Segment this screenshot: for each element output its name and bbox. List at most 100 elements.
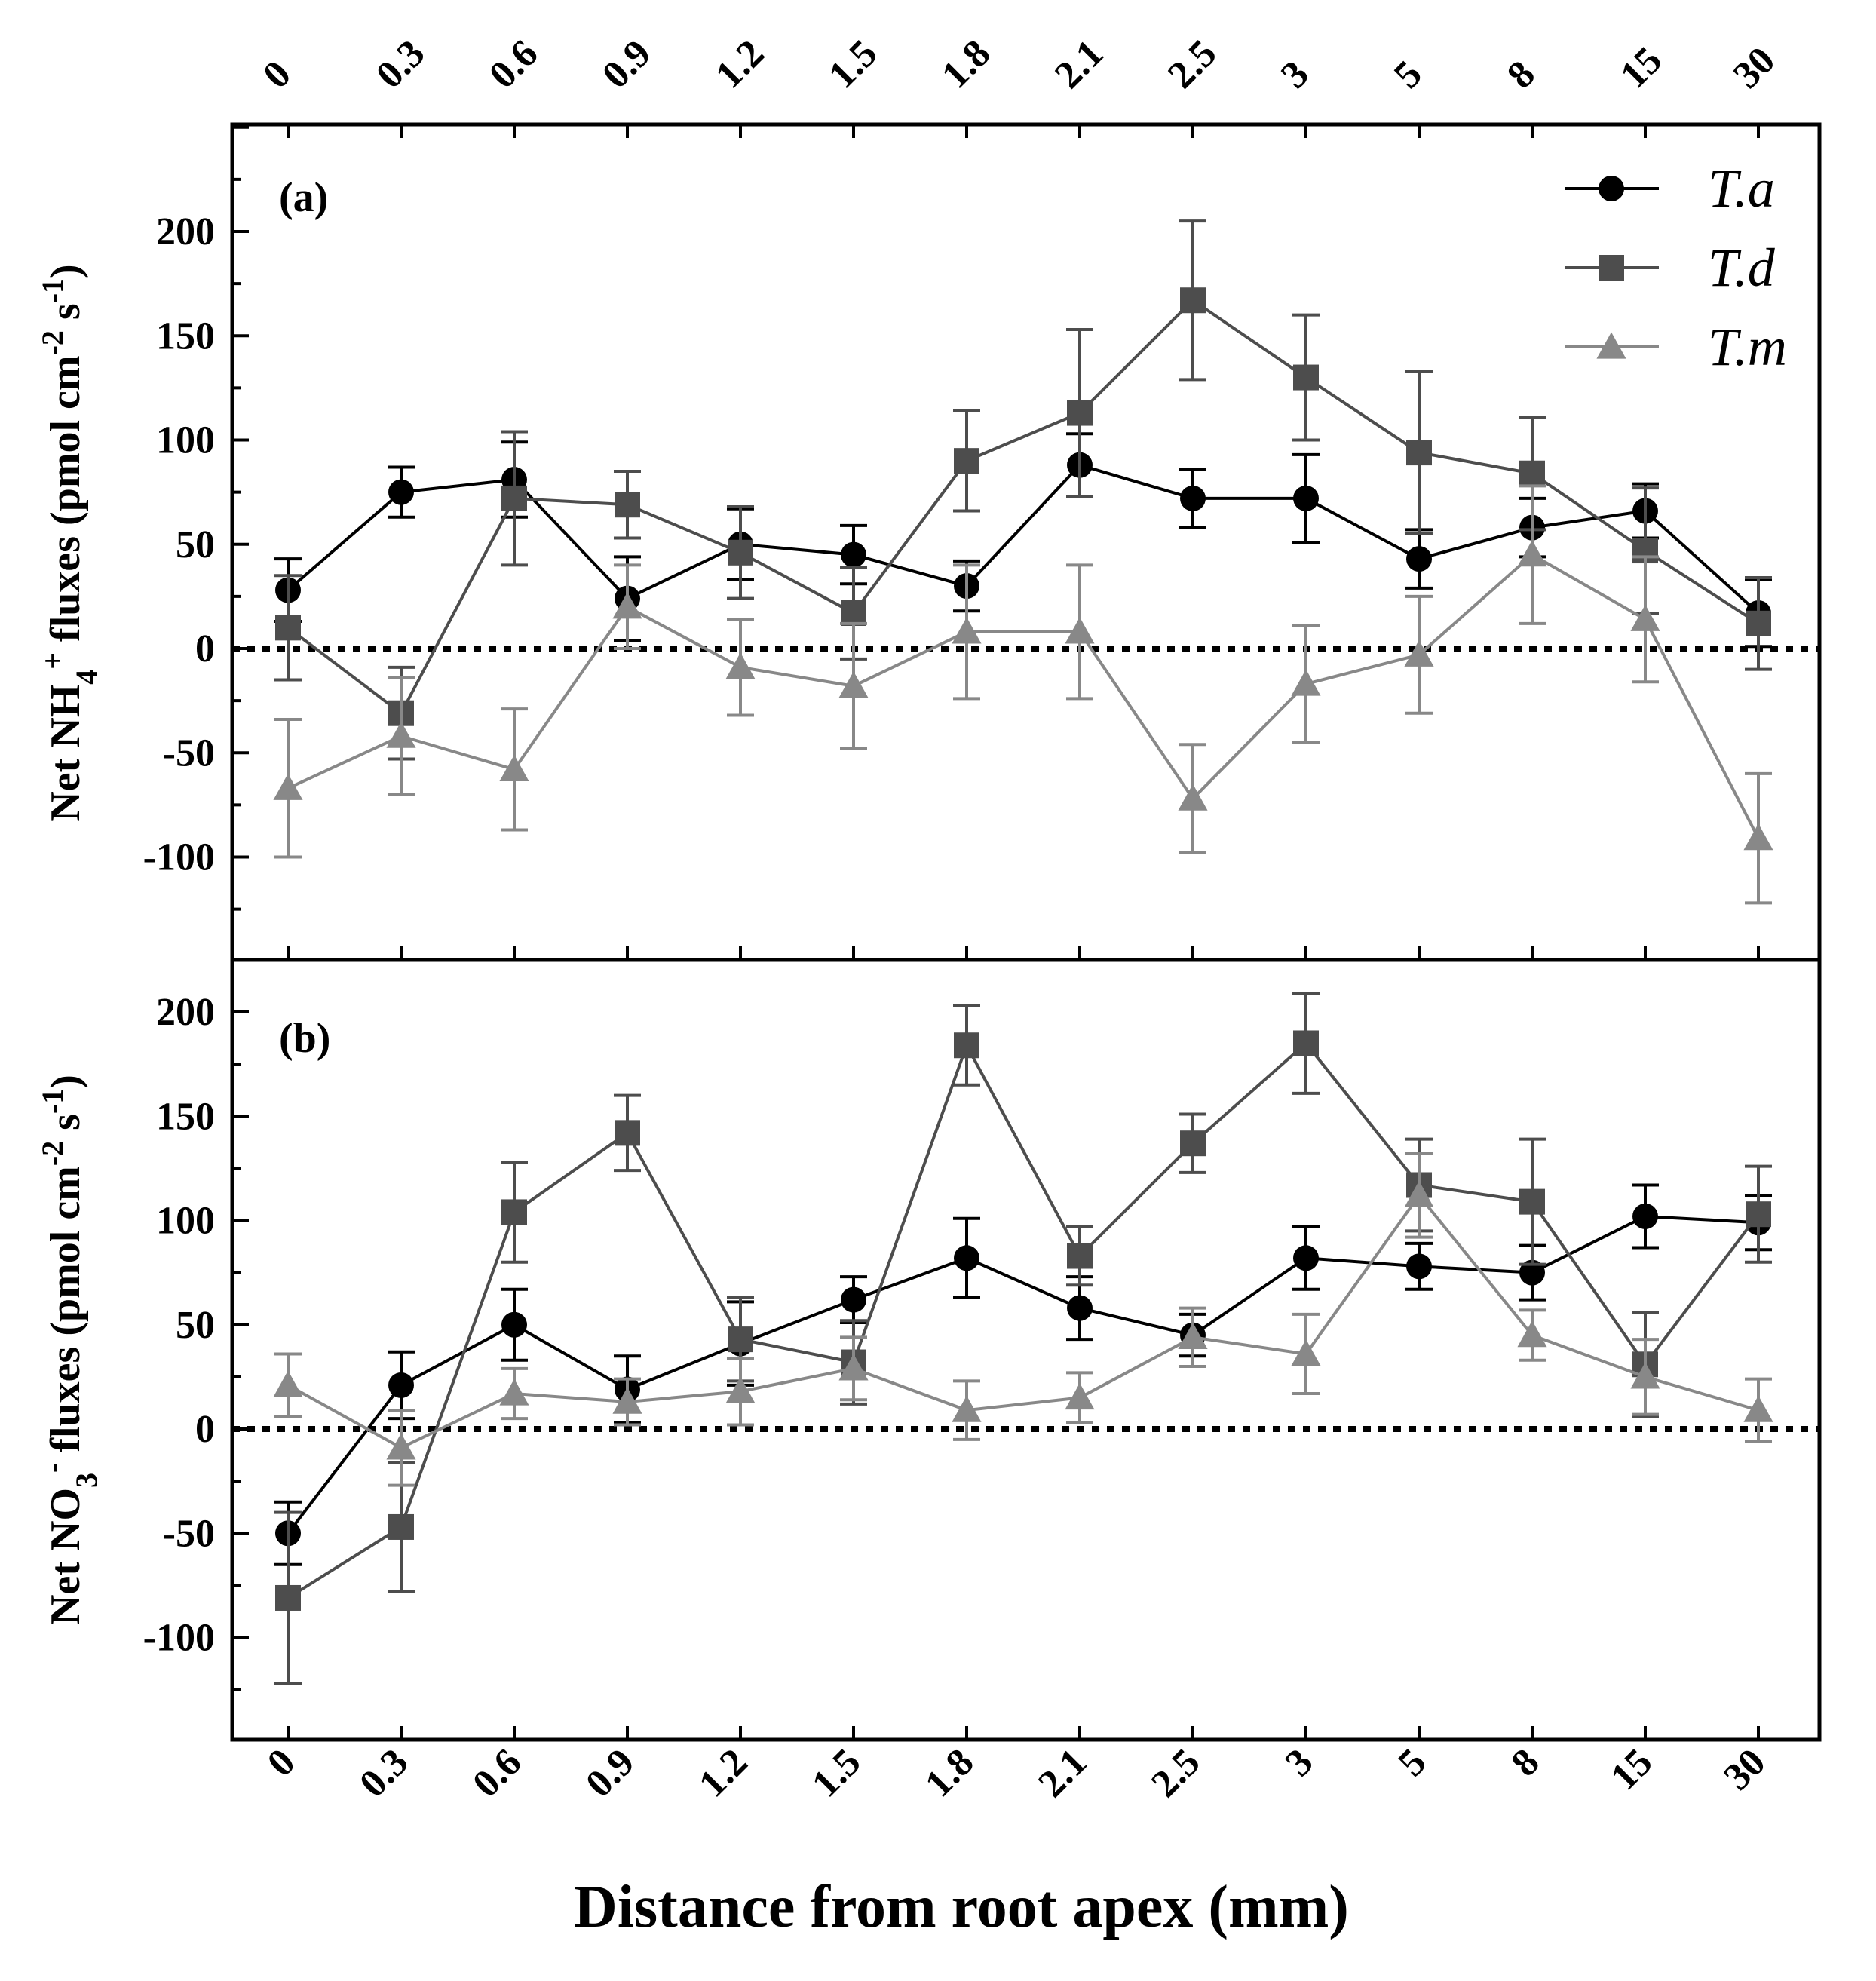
y-tick-label: -50: [163, 1512, 215, 1555]
panel-b-y-axis-label: Net NO3- fluxes (pmol cm-2 s-1): [35, 1075, 103, 1625]
data-point: [952, 617, 982, 644]
data-point: [841, 600, 866, 626]
data-point: [273, 773, 303, 800]
data-point: [1293, 364, 1319, 391]
panel-b-frame: [230, 958, 1822, 1742]
data-point: [612, 592, 642, 619]
data-point: [1180, 1130, 1206, 1157]
data-point: [386, 721, 416, 748]
y-tick-label: 100: [156, 1200, 215, 1243]
data-point: [1743, 1395, 1773, 1422]
data-point: [1404, 1180, 1434, 1207]
series-line: [287, 553, 1760, 839]
legend-label: T.d: [1708, 238, 1776, 298]
data-point: [615, 492, 640, 518]
legend-marker: [1599, 176, 1624, 201]
data-point: [1519, 460, 1545, 486]
series-line: [287, 1193, 1759, 1450]
y-tick-label: -50: [163, 731, 215, 774]
panel-b-no3: -100 -50 0 50 100 150 200 (b) Net NO3- fluxes …: [35, 958, 1822, 1742]
data-point: [499, 754, 529, 782]
data-point: [1291, 1339, 1321, 1366]
legend-entry-Tm: T.m: [1565, 317, 1787, 377]
legend-label: T.m: [1708, 317, 1787, 377]
data-point: [501, 1199, 527, 1225]
legend-marker: [1599, 255, 1624, 281]
data-point: [952, 1395, 982, 1422]
y-tick-label: -100: [143, 836, 215, 879]
data-point: [386, 1433, 416, 1460]
data-point: [275, 1584, 301, 1611]
panel-b-plot: -100 -50 0 50 100 150 200: [143, 991, 1819, 1740]
data-point: [1178, 1322, 1208, 1349]
series-Ta: [274, 1183, 1772, 1566]
series-Tm: [273, 484, 1773, 905]
panel-a-y-axis-label: Net NH4+ fluxes (pmol cm-2 s-1): [35, 264, 103, 821]
series-line: [287, 1214, 1759, 1535]
y-tick-label: 50: [176, 1304, 215, 1347]
data-point: [1065, 1382, 1095, 1410]
y-tick-label: 0: [195, 627, 215, 670]
panel-a-plot: -100 -50 0 50 100 150 200: [143, 124, 1819, 960]
data-point: [1178, 784, 1208, 811]
data-point: [954, 1245, 979, 1271]
data-point: [388, 479, 414, 505]
data-point: [1746, 1201, 1771, 1228]
data-point: [1180, 287, 1206, 314]
y-tick-label: 200: [156, 991, 215, 1034]
data-point: [273, 1370, 303, 1397]
data-point: [1067, 400, 1093, 426]
data-point: [1630, 1362, 1660, 1389]
data-point: [501, 485, 527, 511]
data-point: [1067, 1295, 1093, 1321]
data-point: [1291, 669, 1321, 696]
y-tick-label: 0: [195, 1408, 215, 1451]
data-point: [1406, 546, 1432, 572]
legend-entry-Ta: T.a: [1565, 158, 1775, 219]
data-point: [1746, 610, 1771, 636]
legend-entry-Td: T.d: [1565, 238, 1776, 298]
data-point: [1632, 1203, 1658, 1229]
y-tick-label: 50: [176, 523, 215, 566]
data-point: [725, 652, 756, 679]
data-point: [1519, 1259, 1545, 1286]
data-point: [388, 1372, 414, 1398]
data-point: [1406, 1253, 1432, 1280]
y-tick-label: 150: [156, 1095, 215, 1138]
data-point: [501, 1311, 527, 1338]
data-point: [1517, 1320, 1547, 1348]
data-point: [841, 1286, 866, 1313]
data-point: [1293, 485, 1319, 511]
data-point: [728, 539, 753, 566]
data-point: [1743, 823, 1773, 851]
data-point: [725, 1376, 756, 1403]
data-point: [1404, 639, 1434, 667]
data-point: [275, 615, 301, 641]
data-point: [1180, 485, 1206, 511]
x-axis-label: Distance from root apex (mm): [574, 1874, 1349, 1940]
data-point: [954, 1032, 979, 1059]
legend-label: T.a: [1708, 158, 1775, 219]
data-point: [1630, 604, 1660, 631]
panel-b-tag: (b): [279, 1015, 330, 1062]
data-point: [1293, 1245, 1319, 1271]
y-tick-label: 100: [156, 419, 215, 462]
data-point: [728, 1326, 753, 1353]
data-point: [499, 1378, 529, 1406]
data-point: [838, 1354, 869, 1381]
y-tick-label: 150: [156, 314, 215, 357]
data-point: [388, 1513, 414, 1540]
series-line: [287, 1041, 1760, 1599]
data-point: [1406, 440, 1432, 466]
series-line: [287, 298, 1760, 716]
panel-a-nh4: -100 -50 0 50 100 150 200 (a) Net NH4+ fluxes …: [35, 122, 1822, 962]
panel-a-tag: (a): [279, 174, 328, 221]
y-tick-label: 200: [156, 210, 215, 253]
data-point: [1065, 617, 1095, 644]
y-tick-label: -100: [143, 1617, 215, 1660]
data-point: [612, 1387, 642, 1414]
data-point: [1293, 1030, 1319, 1056]
legend: T.a T.d T.m: [1565, 158, 1787, 377]
